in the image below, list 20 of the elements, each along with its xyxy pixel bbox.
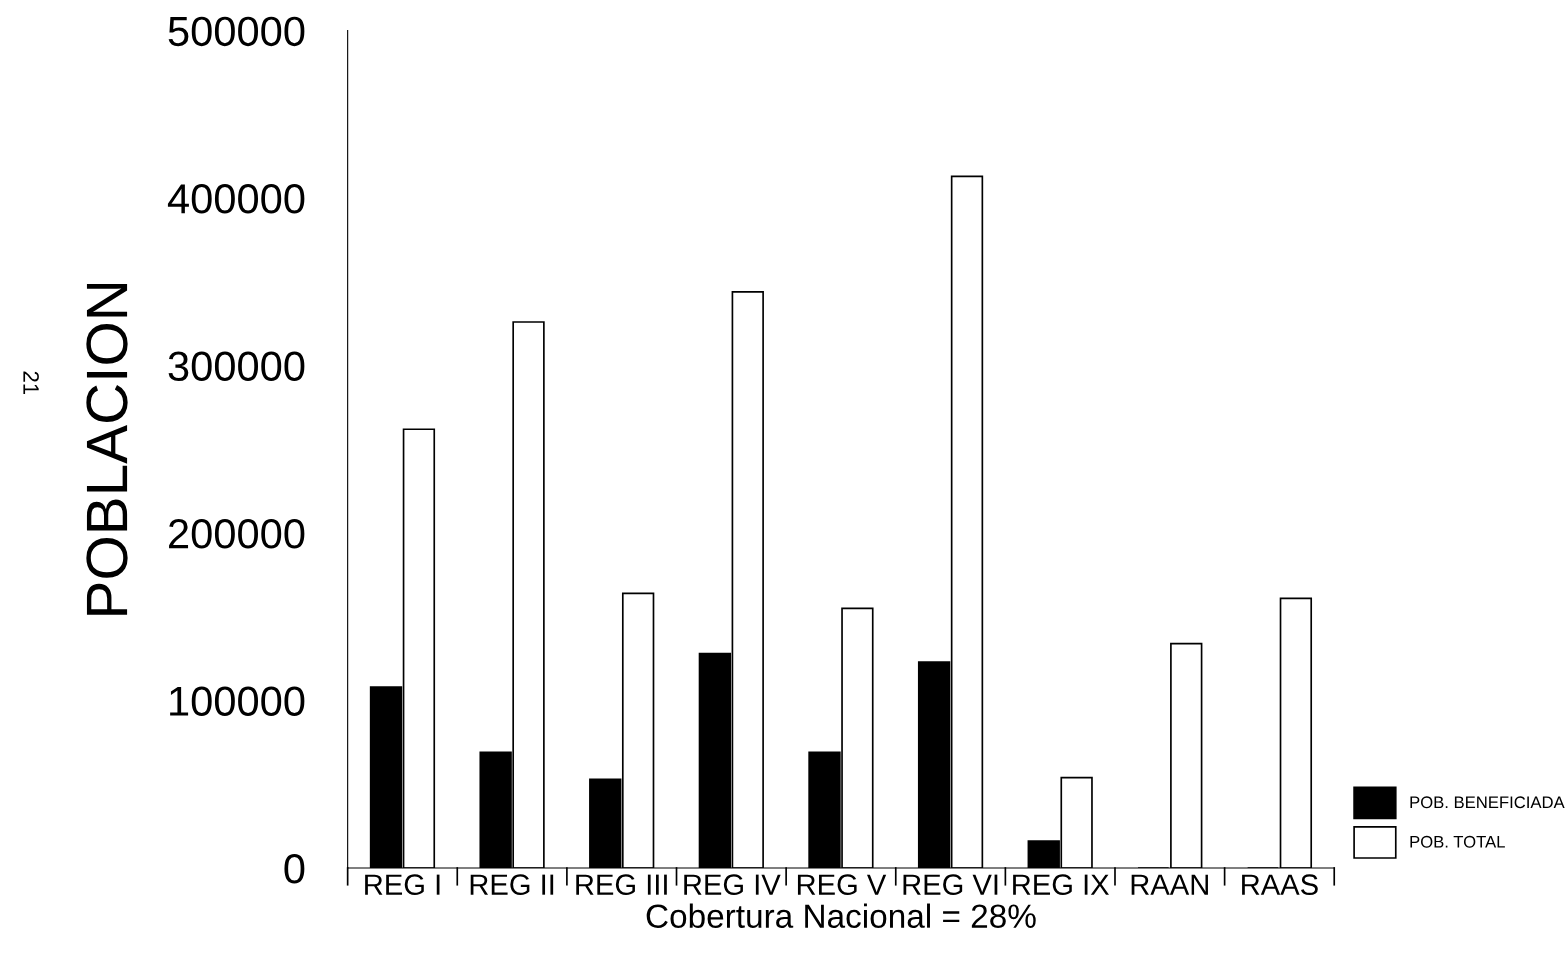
y-axis-title: POBLACION bbox=[86, 283, 128, 615]
text: 21 bbox=[23, 371, 39, 395]
x-tick-label: REG IV bbox=[684, 874, 781, 895]
x-tick-label: REG I bbox=[365, 874, 440, 895]
x-tick-label: REG III bbox=[576, 874, 667, 895]
x-tick-label: RAAS bbox=[1242, 874, 1318, 895]
legend-label: POB. TOTAL bbox=[1410, 835, 1505, 848]
y-tick-label: 100000 bbox=[170, 686, 305, 717]
y-tick-label: 200000 bbox=[169, 519, 305, 549]
y-tick-label: 0 bbox=[284, 854, 305, 884]
y-tick-label: 300000 bbox=[168, 351, 305, 382]
y-tick-label: 400000 bbox=[167, 184, 305, 214]
legend-label: POB. BENEFICIADA bbox=[1410, 796, 1565, 809]
x-tick-label: REG II bbox=[470, 874, 554, 895]
x-tick-label: REG IX bbox=[1013, 874, 1109, 895]
x-axis-title: Cobertura Nacional = 28% bbox=[646, 903, 1036, 929]
y-tick-label: 500000 bbox=[168, 16, 305, 47]
x-tick-label: RAAN bbox=[1131, 874, 1208, 895]
x-tick-label: REG V bbox=[797, 874, 887, 895]
x-tick-label: REG VI bbox=[903, 874, 998, 895]
